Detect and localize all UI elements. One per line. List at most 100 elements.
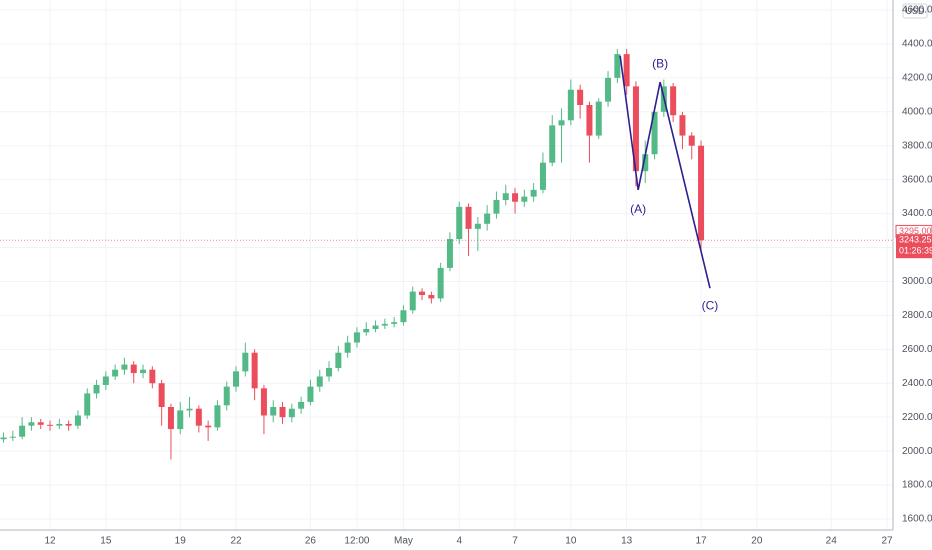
marker-price-label: 3295.00: [899, 226, 932, 236]
x-tick-label: 15: [100, 536, 112, 547]
candle-body: [28, 422, 35, 426]
candle-body: [223, 386, 230, 406]
candle-body: [530, 189, 537, 197]
currency: USD: [905, 6, 925, 16]
candle-body: [260, 388, 267, 416]
candle-body: [614, 54, 621, 78]
x-tick-label: May: [394, 536, 413, 547]
candle-body: [149, 369, 156, 384]
candle-body: [446, 239, 453, 268]
candle-body: [344, 342, 351, 353]
candle-body: [642, 154, 649, 172]
y-tick-label: 2400.00: [902, 378, 932, 389]
candle-body: [558, 120, 565, 126]
x-tick-label: 4: [456, 536, 462, 547]
y-tick-label: 2800.00: [902, 310, 932, 321]
y-tick-label: 4000.00: [902, 106, 932, 117]
candle-body: [493, 200, 500, 214]
candle-body: [502, 193, 509, 201]
candle-body: [419, 291, 426, 296]
candle-body: [316, 376, 323, 387]
candle-body: [298, 401, 305, 409]
candle-body: [391, 322, 398, 324]
candle-body: [549, 125, 556, 163]
candle-body: [205, 425, 212, 428]
candle-body: [93, 384, 100, 394]
candle-body: [651, 111, 658, 155]
candle-body: [623, 54, 630, 87]
candle-body: [335, 352, 342, 368]
candle-body: [102, 376, 109, 385]
y-tick-label: 3800.00: [902, 140, 932, 151]
candle-body: [474, 223, 481, 229]
candle-body: [186, 408, 193, 411]
last-price-badge: [896, 234, 932, 259]
x-tick-label: 24: [826, 536, 838, 547]
candle-body: [679, 115, 686, 136]
candle-body: [195, 408, 202, 426]
candle-body: [167, 407, 174, 430]
y-tick-label: 2200.00: [902, 412, 932, 423]
x-tick-label: 19: [175, 536, 187, 547]
candle-body: [112, 369, 119, 377]
candle-body: [326, 367, 333, 377]
candle-body: [595, 101, 602, 136]
candle-body: [130, 364, 137, 374]
wave-label: (A): [630, 202, 646, 216]
candle-body: [512, 193, 519, 202]
x-tick-label: 7: [512, 536, 518, 547]
x-tick-label: 13: [621, 536, 633, 547]
x-tick-label: 22: [230, 536, 242, 547]
candle-body: [65, 423, 72, 426]
candle-body: [521, 196, 528, 202]
y-tick-label: 4400.00: [902, 39, 932, 50]
wave-label: (B): [652, 56, 668, 70]
candle-body: [567, 89, 574, 121]
candle-body: [539, 162, 546, 190]
candle-body: [456, 206, 463, 240]
candle-body: [363, 328, 370, 333]
y-tick-label: 3400.00: [902, 208, 932, 219]
candle-body: [307, 386, 314, 402]
candle-body: [409, 291, 416, 311]
candle-body: [177, 410, 184, 430]
countdown: 01:26:39: [899, 246, 932, 256]
candle-body: [428, 295, 435, 299]
candle-body: [465, 206, 472, 229]
candle-body: [121, 364, 128, 370]
wave-label: (C): [702, 298, 719, 312]
candle-body: [270, 407, 277, 416]
candle-body: [242, 352, 249, 372]
candle-body: [140, 369, 147, 374]
y-tick-label: 3600.00: [902, 174, 932, 185]
candle-body: [0, 437, 7, 440]
y-tick-label: 2000.00: [902, 446, 932, 457]
candle-body: [698, 145, 705, 241]
candle-body: [214, 405, 221, 428]
y-tick-label: 1600.00: [902, 514, 932, 525]
currency-badge[interactable]: [902, 3, 928, 19]
x-tick-label: 17: [695, 536, 707, 547]
candle-body: [233, 371, 240, 387]
y-tick-label: 4600.00: [902, 5, 932, 16]
candle-body: [251, 352, 258, 389]
x-tick-label: 12:00: [344, 536, 369, 547]
candle-body: [84, 393, 91, 416]
candle-body: [74, 415, 81, 426]
candle-body: [279, 407, 286, 418]
candle-body: [484, 213, 491, 224]
candle-body: [605, 77, 612, 102]
candle-body: [688, 135, 695, 146]
candle-body: [353, 332, 360, 343]
candle-body: [632, 86, 639, 172]
y-tick-label: 3000.00: [902, 276, 932, 287]
candle-body: [400, 310, 407, 323]
candle-body: [586, 105, 593, 136]
x-tick-label: 26: [305, 536, 317, 547]
candle-body: [372, 325, 379, 329]
candle-body: [56, 423, 63, 426]
candle-body: [288, 408, 295, 418]
